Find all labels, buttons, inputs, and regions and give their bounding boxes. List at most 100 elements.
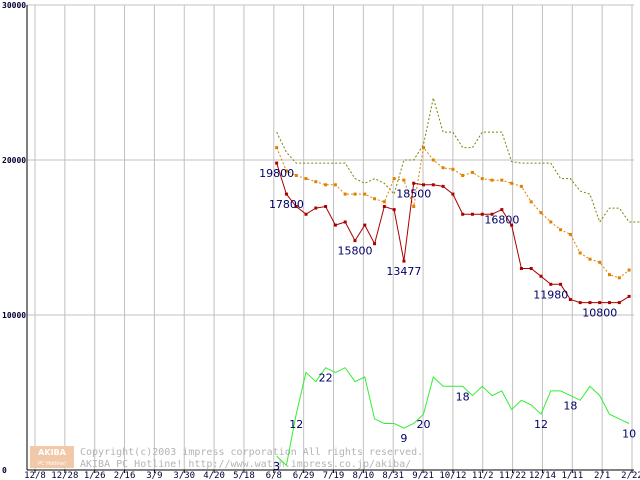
site-url-line: AKIBA PC Hotline! http://www.watch.impre… [80,459,411,470]
average-price-point [500,178,504,182]
min-price-point [294,205,298,208]
min-price-point [490,212,494,216]
average-price-point [275,146,279,150]
min-price-point [608,301,612,305]
min-price-point [363,223,367,227]
min-price-point [353,239,357,243]
min-price-point [402,259,406,263]
min-price-point [304,212,308,216]
min-price-point [559,282,563,286]
data-label-min-price: 16800 [484,214,519,227]
series-average-price [275,146,631,280]
average-price-point [314,180,318,184]
average-price-point [373,197,377,201]
x-tick-label: 1/26 [84,471,106,480]
x-tick-label: 3/30 [173,471,195,480]
x-tick-label: 11/2 [472,471,494,480]
y-tick-label: 30000 [2,1,26,10]
average-price-point [608,273,612,277]
average-price-point [559,228,563,232]
series-min-price [275,161,631,305]
average-price-point [353,192,357,196]
x-tick-label: 8/31 [382,471,404,480]
copyright-watermark: AKIBA PC Hotline! Copyright(c)2003 impre… [30,446,423,470]
data-label-shop-count: 18 [456,390,470,403]
x-tick-label: 6/8 [266,471,282,480]
x-tick-label: 8/10 [353,471,375,480]
average-price-point [470,170,474,174]
average-price-point [588,257,592,261]
average-price-point [490,178,494,182]
min-price-point [461,212,465,216]
data-label-shop-count: 3 [273,460,280,473]
x-tick-label: 11/22 [499,471,526,480]
average-price-point [324,183,328,187]
data-label-min-price: 17800 [269,198,304,211]
min-price-point [275,161,279,165]
average-price-point [617,276,621,280]
min-price-point [617,301,621,305]
average-price-point [539,211,543,215]
average-price-point [343,192,347,196]
copyright-line: Copyright(c)2003 impress corporation All… [80,447,423,458]
x-tick-label: 12/8 [24,471,46,480]
average-price-point [363,192,367,196]
average-price-point [382,200,386,204]
min-price-point [412,181,416,185]
data-label-shop-count: 22 [319,372,333,385]
min-price-point [314,206,318,210]
average-price-point [304,177,308,181]
data-label-shop-count: 18 [563,400,577,413]
data-label-shop-count: 10 [622,428,636,441]
x-tick-label: 2/22 [621,471,640,480]
x-tick-label: 3/9 [146,471,162,480]
x-tick-label: 6/29 [293,471,315,480]
min-price-point [422,183,426,187]
series-shop-count [276,367,630,467]
average-price-point [529,200,533,204]
min-price-point [480,212,484,216]
average-price-point [402,178,406,182]
average-price-point [598,260,602,264]
min-price-point [510,223,514,227]
min-price-point [392,208,396,212]
series-layer [275,97,640,467]
min-price-point [324,205,328,208]
average-price-point [431,158,435,162]
min-price-point [598,301,602,305]
average-price-point [422,146,426,150]
x-tick-label: 12/14 [529,471,556,480]
x-tick-label: 1/11 [561,471,583,480]
logo-top-text: AKIBA [38,448,66,457]
chart-grid [27,4,634,470]
min-price-point [529,267,533,270]
x-tick-label: 9/21 [412,471,434,480]
min-price-point [470,212,474,216]
min-price-point [588,301,592,305]
data-label-shop-count: 12 [289,418,303,431]
data-label-min-price: 11980 [533,288,568,301]
data-label-shop-count: 9 [400,432,407,445]
shop-count-line [276,367,630,467]
x-tick-label: 7/19 [323,471,345,480]
min-price-point [539,274,543,278]
average-price-point [510,181,514,185]
min-price-point [627,294,631,298]
min-price-point [568,298,572,301]
data-labels: 19800 17800 15800 13477 18500 16800 11980 10800… [259,167,636,473]
average-price-point [519,184,523,188]
x-tick-label: 2/16 [114,471,136,480]
min-price-point [451,192,455,196]
average-price-point [568,232,572,236]
x-tick-label: 10/12 [439,471,466,480]
average-price-point [294,174,298,177]
y-tick-label: 20000 [2,156,26,165]
data-label-shop-count: 20 [417,418,431,431]
data-label-min-price: 18500 [396,187,431,200]
min-price-point [333,223,337,227]
average-price-point [451,167,455,171]
min-price-point [519,267,523,270]
average-price-point [480,177,484,181]
